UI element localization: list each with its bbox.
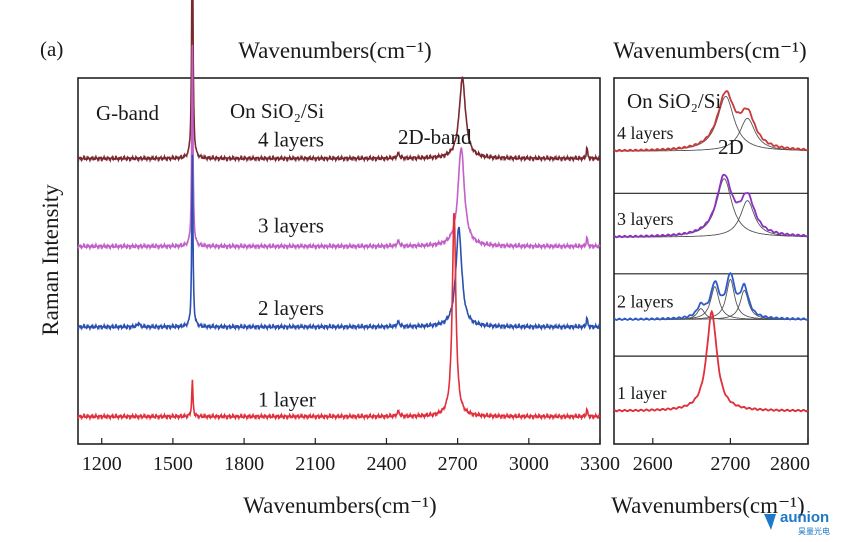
logo-sub: 昊量光电 [798,526,830,536]
right-tick-label: 2800 [770,453,810,475]
left-series-label: 4 layers [258,128,324,152]
2d-label: 2D [718,135,744,159]
right-top-xlabel: Wavenumbers(cm⁻¹) [613,38,806,63]
y-axis-label: Raman Intensity [38,184,63,336]
left-tick-label: 1800 [224,453,264,475]
left-tick-label: 1500 [153,453,193,475]
logo-mark-icon [764,514,776,530]
2d-band-label: 2D-band [398,125,472,149]
right-plot-area [613,90,809,413]
right-series-label: 2 layers [617,292,673,312]
left-tick-label: 3000 [509,453,549,475]
right-series-line-2 [613,272,809,321]
panel-label: (a) [40,37,63,61]
left-tick-label: 1200 [82,453,122,475]
right-xlabel: Wavenumbers(cm⁻¹) [611,493,804,518]
right-tick-label: 2600 [633,453,673,475]
right-x-ticks: 2600 2700 2800 [633,438,810,475]
left-series-line-1 [77,44,601,252]
chart-right: Wavenumbers(cm⁻¹) 2600 2700 2800 Wavenumbe… [611,38,810,518]
left-series-labels: 4 layers 3 layers 2 layers 1 layer [258,128,324,412]
left-series-line-2 [77,154,601,332]
aunion-logo: aunion 昊量光电 [764,509,830,536]
left-series-line-3 [77,212,601,422]
left-tick-label: 2400 [366,453,406,475]
right-series-line-1 [613,173,809,239]
right-series-label: 4 layers [617,123,673,143]
logo-word: aunion [780,509,829,526]
left-x-ticks: 1200 1500 1800 2100 2400 2700 3000 3300 [82,438,620,475]
left-tick-label: 2700 [438,453,478,475]
right-series-label: 3 layers [617,209,673,229]
right-substrate-label: On SiO₂/Si [627,89,721,113]
right-series-label: 1 layer [617,383,666,403]
right-fit-component [614,200,808,238]
left-series-line-0 [77,0,601,164]
right-tick-label: 2700 [710,453,750,475]
left-tick-label: 2100 [295,453,335,475]
left-top-xlabel: Wavenumbers(cm⁻¹) [238,38,431,63]
chart-left: Wavenumbers(cm⁻¹) 1200 1500 1800 2100 2400 27… [38,0,620,518]
left-series-label: 2 layers [258,296,324,320]
left-substrate-label: On SiO₂/Si [230,99,324,123]
left-plot-area [77,0,601,422]
right-series-labels: 4 layers 3 layers 2 layers 1 layer [617,123,673,403]
right-fit-component [614,117,808,152]
right-fit-component [614,95,808,152]
left-series-label: 3 layers [258,213,324,237]
left-plot-frame [77,77,601,445]
left-xlabel: Wavenumbers(cm⁻¹) [243,493,436,518]
left-tick-label: 3300 [580,453,620,475]
right-series-line-0 [613,90,809,153]
right-plot-frame [613,77,809,445]
g-band-label: G-band [96,101,159,125]
left-series-label: 1 layer [258,388,316,412]
right-series-line-3 [613,309,809,413]
